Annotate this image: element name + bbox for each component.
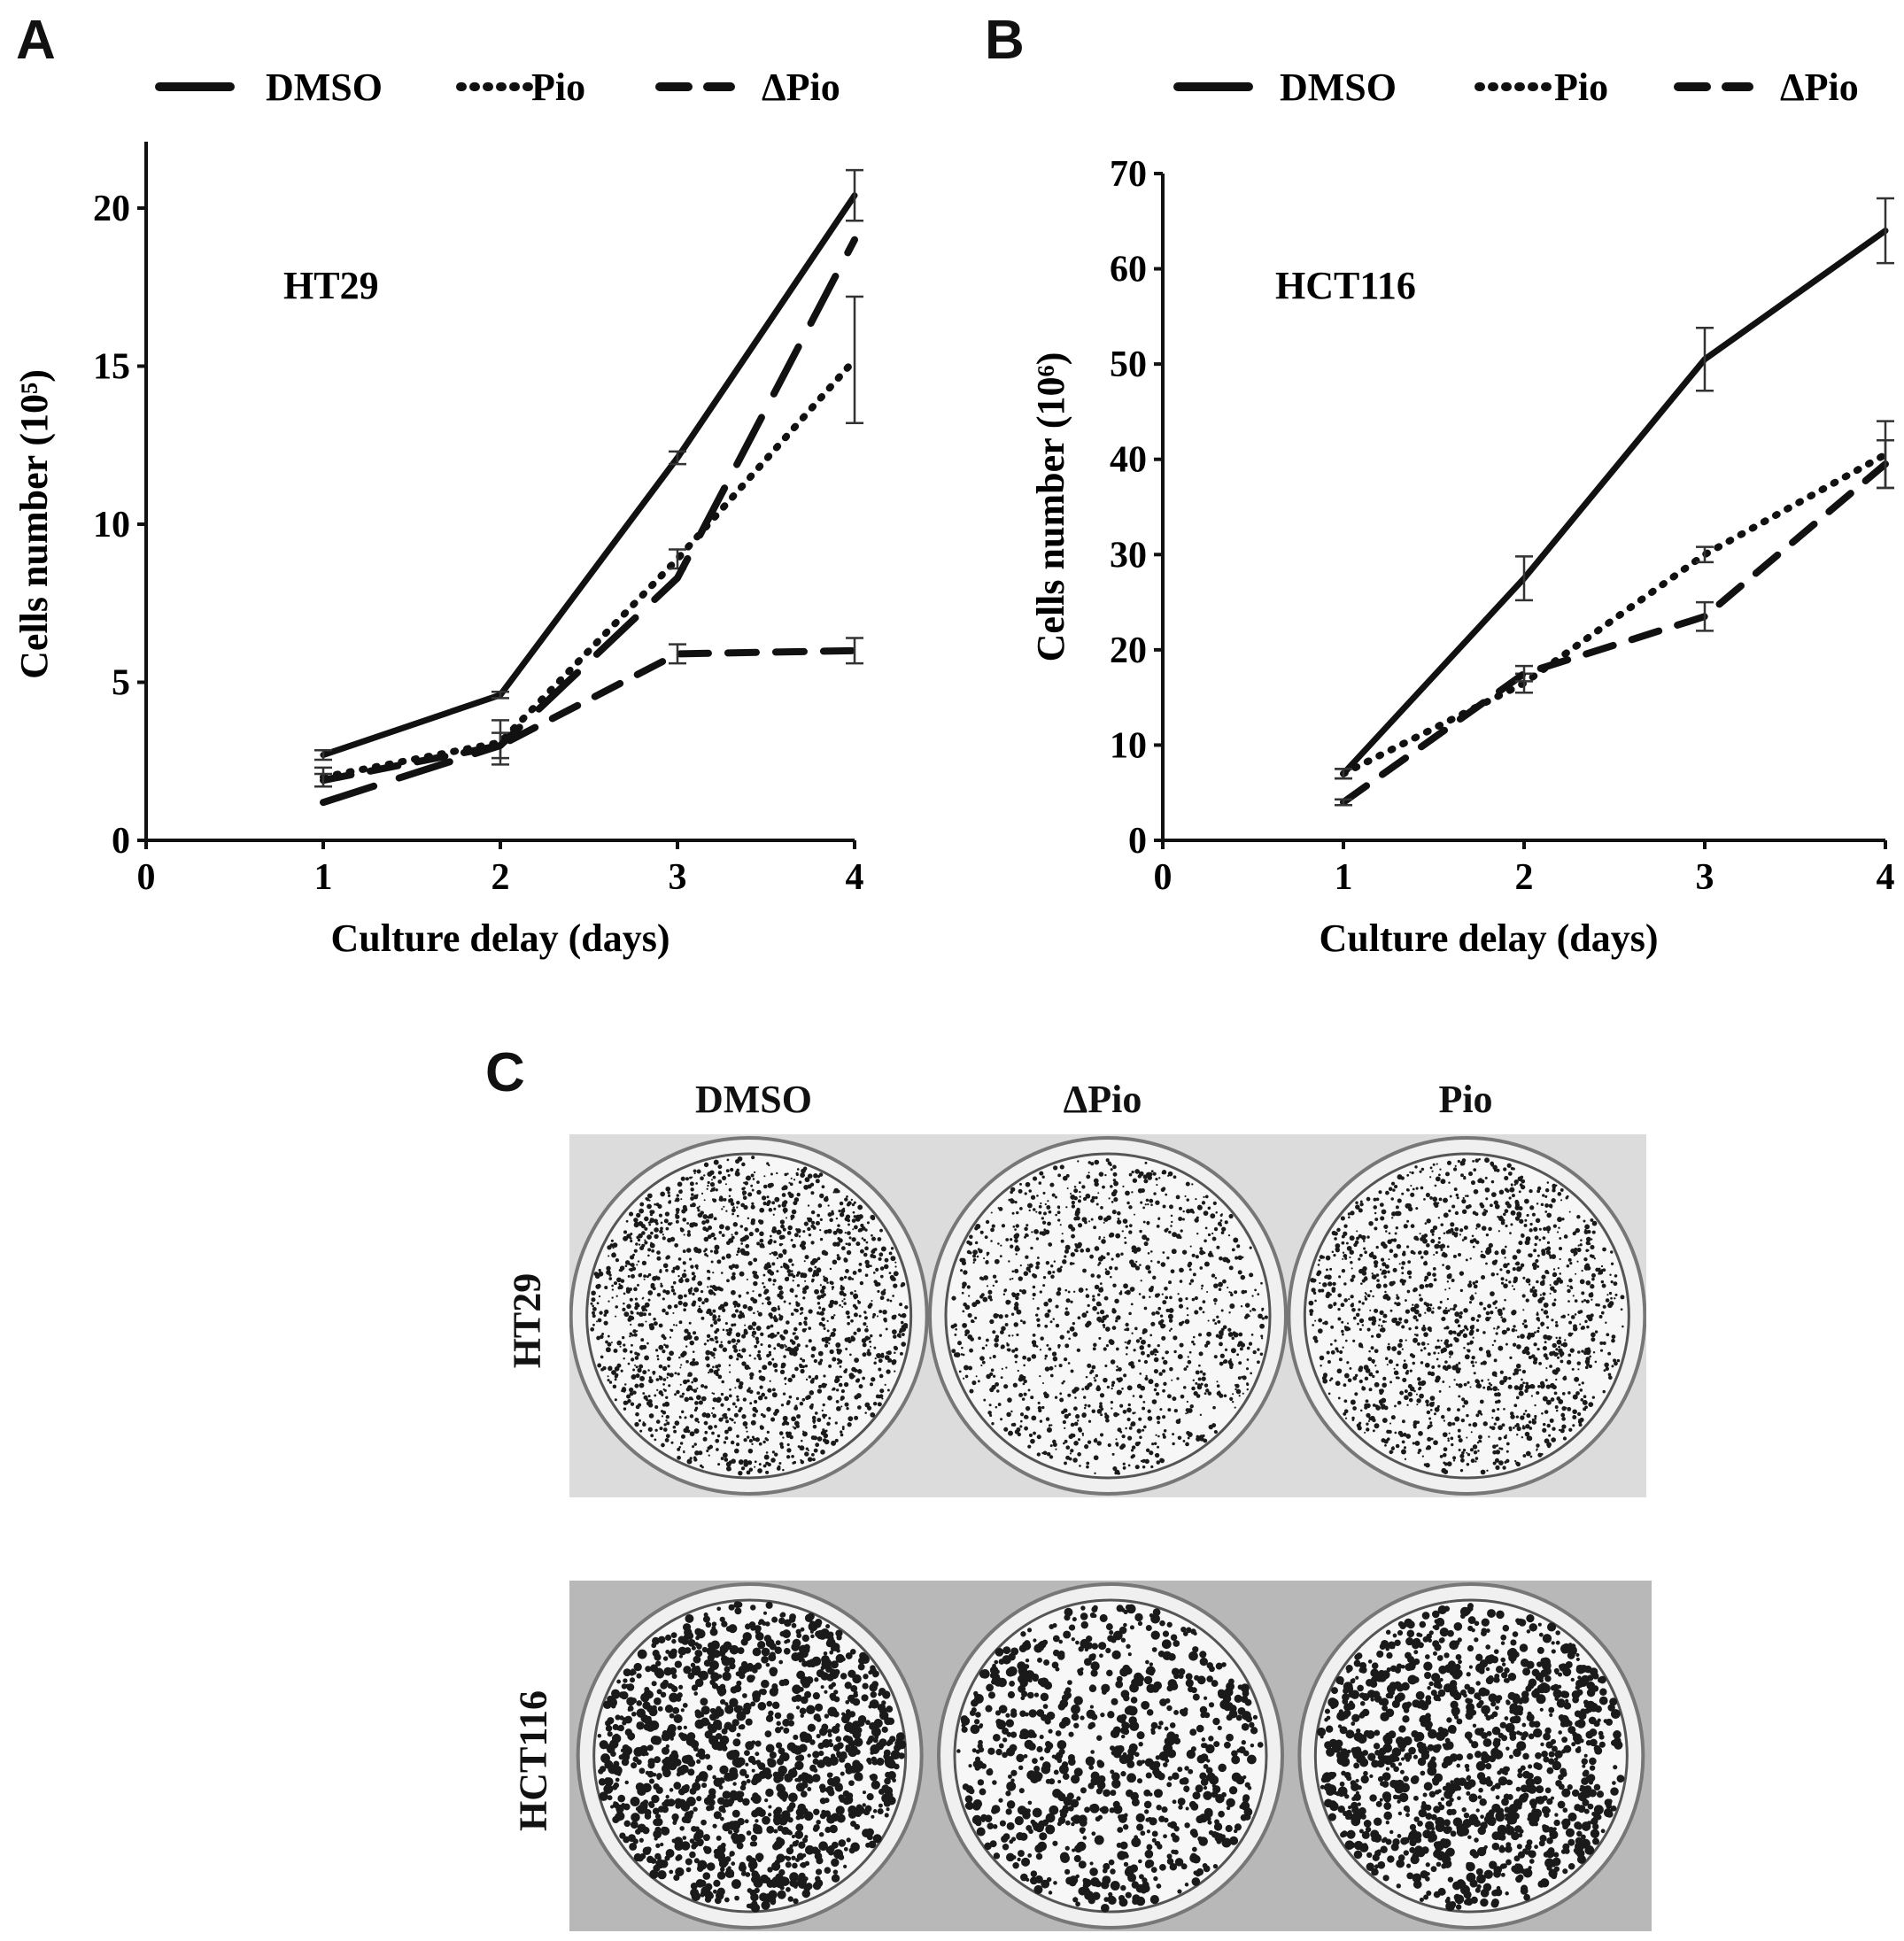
y-tick-label: 10 [1110,725,1147,766]
colonies [950,1158,1268,1475]
series-line-long-dashed [320,236,858,807]
legend-label: Pio [1554,66,1608,109]
cell-line-annotation: HCT116 [1275,264,1416,307]
plate-image-ht29 [569,1134,1646,1497]
plate-col-pio: Pio [1438,1078,1493,1121]
x-tick-label: 3 [1696,857,1714,898]
panel-label-a: A [16,10,56,71]
series-line-DMSO [1340,228,1889,777]
y-tick-label: 0 [112,821,130,862]
legend-label: Pio [531,66,585,109]
y-axis-title: Cells number (10⁵) [12,369,56,679]
x-tick-label: 4 [1877,857,1895,898]
well [1303,1152,1630,1480]
cell-line-annotation: HT29 [283,264,379,307]
well [585,1152,913,1480]
series-line-DMSO [320,192,858,759]
x-tick-label: 0 [1154,857,1173,898]
x-tick-label: 4 [846,857,864,898]
legend-label: ΔPio [1780,66,1859,109]
legend-label: DMSO [1280,66,1397,109]
colonies [1308,1157,1625,1475]
y-tick-label: 5 [112,663,130,704]
colonies [597,1601,907,1913]
plate-image-hct116 [569,1581,1652,1931]
y-tick-label: 20 [93,189,130,229]
y-tick-label: 40 [1110,440,1147,481]
x-tick-label: 1 [314,857,333,898]
y-axis-title: Cells number (10⁶) [1029,352,1072,662]
x-tick-label: 3 [669,857,687,898]
series-line-ΔPio [1340,460,1889,806]
x-tick-label: 2 [491,857,510,898]
colonies [956,1604,1264,1913]
x-tick-label: 0 [137,857,156,898]
colonies [1317,1603,1625,1912]
panel-label-b: B [985,10,1025,71]
panel-label-c: C [485,1042,525,1103]
y-tick-label: 50 [1110,344,1147,385]
y-tick-label: 30 [1110,535,1147,576]
chart-a: 0 1 2 3 4 0 5 10 15 20 Culture delay (days) Cells n… [12,142,864,960]
x-axis-title: Culture delay (days) [1320,916,1659,960]
x-tick-label: 1 [1335,857,1353,898]
plate-row-ht29: HT29 [505,1272,549,1369]
y-tick-label: 60 [1110,250,1147,290]
legend-label: DMSO [266,66,383,109]
y-tick-label: 15 [93,347,130,388]
x-tick-label: 2 [1515,857,1534,898]
plate-row-hct116: HCT116 [511,1690,555,1831]
colonies [590,1156,909,1476]
plate-col-dpio: ΔPio [1063,1078,1142,1121]
legend-label: ΔPio [762,66,840,109]
y-tick-label: 70 [1110,154,1147,195]
plate-col-dmso: DMSO [695,1078,812,1121]
y-tick-label: 10 [93,505,130,545]
series-line-Pio [1340,451,1889,777]
series-line-Pio [320,356,858,781]
y-tick-label: 0 [1128,821,1147,862]
x-axis-title: Culture delay (days) [331,916,670,960]
y-tick-label: 20 [1110,630,1147,671]
